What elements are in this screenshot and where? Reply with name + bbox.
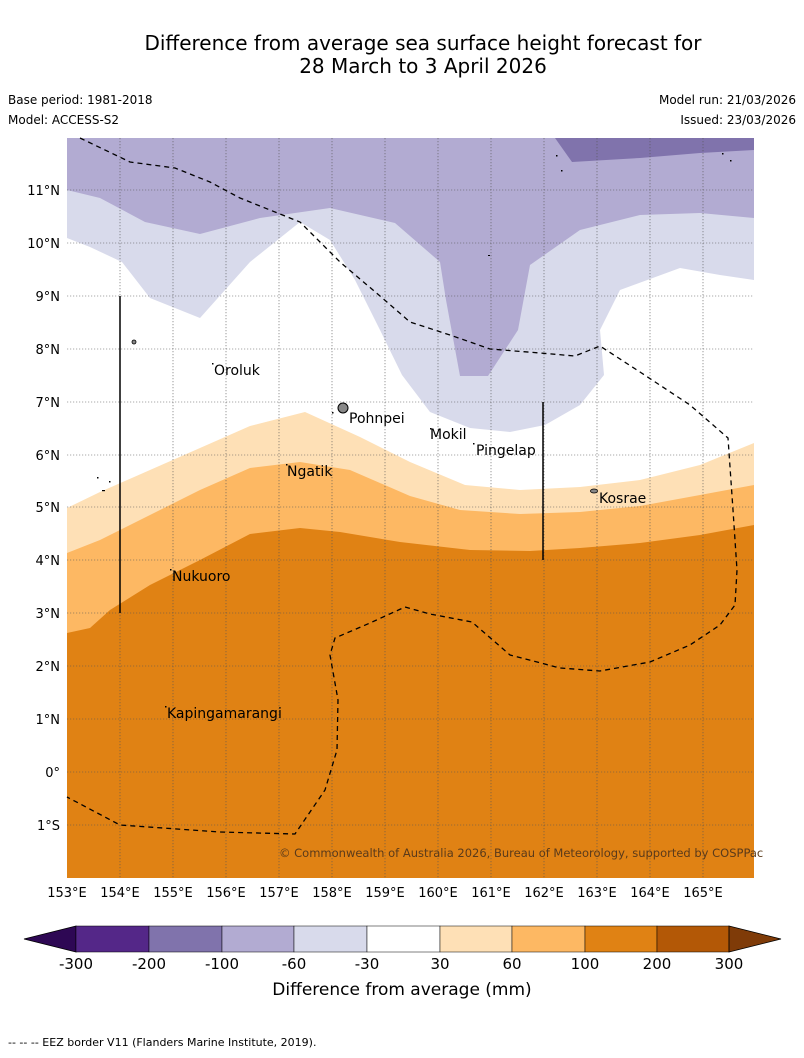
atoll-islet xyxy=(131,339,137,345)
colorbar-segment xyxy=(293,925,368,953)
colorbar-segment xyxy=(511,925,586,953)
lon-label: 158°E xyxy=(312,886,352,901)
lon-label: 159°E xyxy=(365,886,405,901)
lat-label: 8°N xyxy=(36,343,61,358)
chart-title: Difference from average sea surface heig… xyxy=(0,32,804,78)
label-mokil: Mokil xyxy=(430,427,467,443)
lon-label: 161°E xyxy=(471,886,511,901)
eez-footnote: -- -- -- EEZ border V11 (Flanders Marine… xyxy=(8,1036,317,1049)
lat-label: 4°N xyxy=(36,554,61,569)
colorbar-segment xyxy=(221,925,295,953)
lat-label: 11°N xyxy=(27,184,60,199)
lat-label: 1°S xyxy=(37,819,60,834)
label-pohnpei: Pohnpei xyxy=(349,411,405,427)
colorbar-tick: -300 xyxy=(59,955,93,973)
colorbar-ticks: -300 -200 -100 -60 -30 30 60 100 200 300 xyxy=(59,955,743,973)
lon-label: 162°E xyxy=(524,886,564,901)
small-islets xyxy=(97,153,732,708)
colorbar-tick: 30 xyxy=(430,955,449,973)
lon-label: 160°E xyxy=(418,886,458,901)
colorbar-tick: 100 xyxy=(571,955,600,973)
longitude-axis: 153°E 154°E 155°E 156°E 157°E 158°E 159°… xyxy=(47,886,723,901)
lon-label: 164°E xyxy=(630,886,670,901)
latitude-axis: 11°N 10°N 9°N 8°N 7°N 6°N 5°N 4°N 3°N 2°… xyxy=(27,184,60,834)
colorbar xyxy=(23,925,782,953)
colorbar-segment xyxy=(75,925,150,953)
label-ngatik: Ngatik xyxy=(287,464,333,480)
issued-date: Issued: 23/03/2026 xyxy=(680,113,796,127)
lon-label: 165°E xyxy=(683,886,723,901)
colorbar-tick: 60 xyxy=(502,955,521,973)
title-line-1: Difference from average sea surface heig… xyxy=(144,31,702,55)
label-nukuoro: Nukuoro xyxy=(172,569,230,585)
title-line-2: 28 March to 3 April 2026 xyxy=(299,54,547,78)
colorbar-title: Difference from average (mm) xyxy=(272,980,531,1000)
label-kapingamarangi: Kapingamarangi xyxy=(167,706,282,722)
lat-label: 3°N xyxy=(36,607,61,622)
colorbar-segment xyxy=(366,925,441,953)
colorbar-tick: -100 xyxy=(205,955,239,973)
lat-label: 9°N xyxy=(36,290,61,305)
lon-label: 157°E xyxy=(259,886,299,901)
colorbar-segment xyxy=(148,925,223,953)
colorbar-extend-low xyxy=(23,925,77,953)
lat-label: 5°N xyxy=(36,501,61,516)
model-name: Model: ACCESS-S2 xyxy=(8,113,120,127)
eez-border xyxy=(66,137,738,835)
lon-label: 163°E xyxy=(577,886,617,901)
colorbar-tick: -30 xyxy=(355,955,380,973)
lon-label: 155°E xyxy=(153,886,193,901)
place-labels: Oroluk Pohnpei Mokil Pingelap Ngatik Kos… xyxy=(167,363,646,722)
colorbar-extend-high xyxy=(728,925,782,953)
lat-label: 0° xyxy=(45,766,60,781)
lat-label: 2°N xyxy=(36,660,61,675)
base-period: Base period: 1981-2018 xyxy=(8,93,153,107)
lon-label: 154°E xyxy=(100,886,140,901)
pohnpei-island xyxy=(337,402,349,414)
copyright-notice: © Commonwealth of Australia 2026, Bureau… xyxy=(279,846,763,860)
colorbar-tick: -200 xyxy=(132,955,166,973)
lat-label: 7°N xyxy=(36,396,61,411)
label-oroluk: Oroluk xyxy=(214,363,261,379)
lat-label: 6°N xyxy=(36,449,61,464)
colorbar-segment xyxy=(584,925,658,953)
fill-minus-100-200 xyxy=(555,138,754,162)
sea-height-map: Oroluk Pohnpei Mokil Pingelap Ngatik Kos… xyxy=(23,137,782,1000)
lat-label: 1°N xyxy=(36,713,61,728)
label-kosrae: Kosrae xyxy=(599,491,646,507)
colorbar-segment xyxy=(656,925,730,953)
colorbar-tick: 200 xyxy=(643,955,672,973)
label-pingelap: Pingelap xyxy=(476,443,536,459)
lon-label: 156°E xyxy=(206,886,246,901)
colorbar-tick: 300 xyxy=(715,955,744,973)
kosrae-island xyxy=(590,488,598,494)
colorbar-tick: -60 xyxy=(282,955,307,973)
model-run: Model run: 21/03/2026 xyxy=(658,93,796,107)
lat-label: 10°N xyxy=(27,237,60,252)
lon-label: 153°E xyxy=(47,886,87,901)
colorbar-segment xyxy=(439,925,513,953)
contour-fills xyxy=(67,138,754,878)
